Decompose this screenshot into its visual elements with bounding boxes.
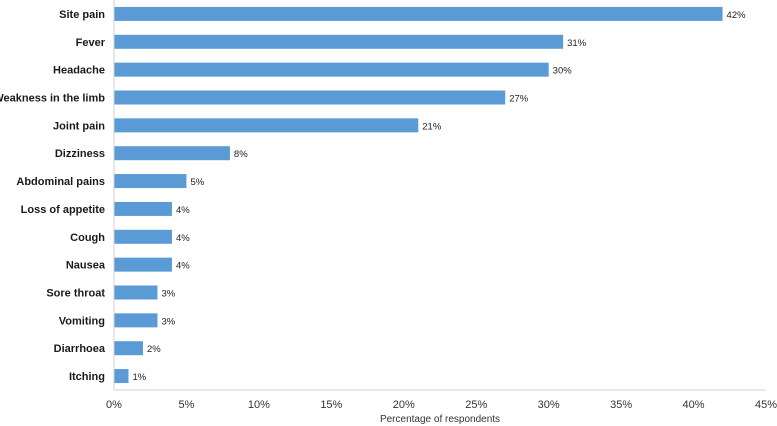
data-label: 2% bbox=[147, 344, 161, 355]
bar bbox=[114, 369, 129, 384]
data-label: 21% bbox=[422, 121, 442, 132]
category-label: Nausea bbox=[66, 260, 106, 272]
bar bbox=[114, 90, 506, 105]
x-tick-labels: 0% 5% 10% 15% 20% 25% 30% 35% 40% 45% bbox=[106, 399, 777, 411]
bar bbox=[114, 118, 419, 133]
data-label: 31% bbox=[567, 38, 587, 49]
x-tick-label: 5% bbox=[178, 399, 194, 411]
x-tick-label: 0% bbox=[106, 399, 122, 411]
bar bbox=[114, 34, 564, 49]
data-label: 27% bbox=[509, 94, 529, 105]
category-label: Sore throat bbox=[46, 288, 105, 300]
data-label: 1% bbox=[132, 372, 146, 383]
category-label: Headache bbox=[53, 65, 105, 77]
data-label: 5% bbox=[190, 177, 204, 188]
x-tick-label: 10% bbox=[248, 399, 270, 411]
x-axis-title: Percentage of respondents bbox=[380, 414, 500, 425]
bar bbox=[114, 201, 172, 216]
data-label: 8% bbox=[234, 149, 248, 160]
category-label: Itching bbox=[69, 371, 105, 383]
x-tick-label: 40% bbox=[683, 399, 705, 411]
bar bbox=[114, 229, 172, 244]
x-tick-label: 25% bbox=[465, 399, 487, 411]
category-label: Joint pain bbox=[53, 120, 105, 132]
x-tick-label: 35% bbox=[610, 399, 632, 411]
bar bbox=[114, 313, 158, 328]
x-tick-label: 15% bbox=[320, 399, 342, 411]
bar bbox=[114, 341, 143, 356]
bar bbox=[114, 285, 158, 300]
bar bbox=[114, 146, 230, 161]
data-label: 4% bbox=[176, 233, 190, 244]
data-label: 3% bbox=[161, 289, 175, 300]
bar bbox=[114, 257, 172, 272]
category-label: Diarrhoea bbox=[54, 343, 106, 355]
data-labels: 42% 31% 30% 27% 21% 8% 5% 4% 4% 4% 3% 3% 2% 1% bbox=[132, 10, 746, 383]
x-tick-label: 20% bbox=[393, 399, 415, 411]
bars-layer bbox=[114, 6, 723, 384]
bar bbox=[114, 174, 187, 189]
category-label: Dizziness bbox=[55, 148, 105, 160]
category-label: Weakness in the limb bbox=[0, 93, 105, 105]
category-label: Loss of appetite bbox=[21, 204, 105, 216]
category-label: Fever bbox=[76, 37, 106, 49]
category-label: Site pain bbox=[59, 9, 105, 21]
category-label: Vomiting bbox=[59, 315, 105, 327]
x-tick-label: 30% bbox=[538, 399, 560, 411]
bar bbox=[114, 6, 723, 21]
data-label: 30% bbox=[553, 66, 573, 77]
data-label: 3% bbox=[161, 316, 175, 327]
category-label: Abdominal pains bbox=[16, 176, 105, 188]
bar bbox=[114, 62, 549, 77]
data-label: 42% bbox=[727, 10, 747, 21]
data-label: 4% bbox=[176, 261, 190, 272]
data-label: 4% bbox=[176, 205, 190, 216]
x-tick-label: 45% bbox=[755, 399, 777, 411]
category-label: Cough bbox=[70, 232, 105, 244]
category-labels: Site pain Fever Headache Weakness in the li… bbox=[0, 9, 106, 383]
